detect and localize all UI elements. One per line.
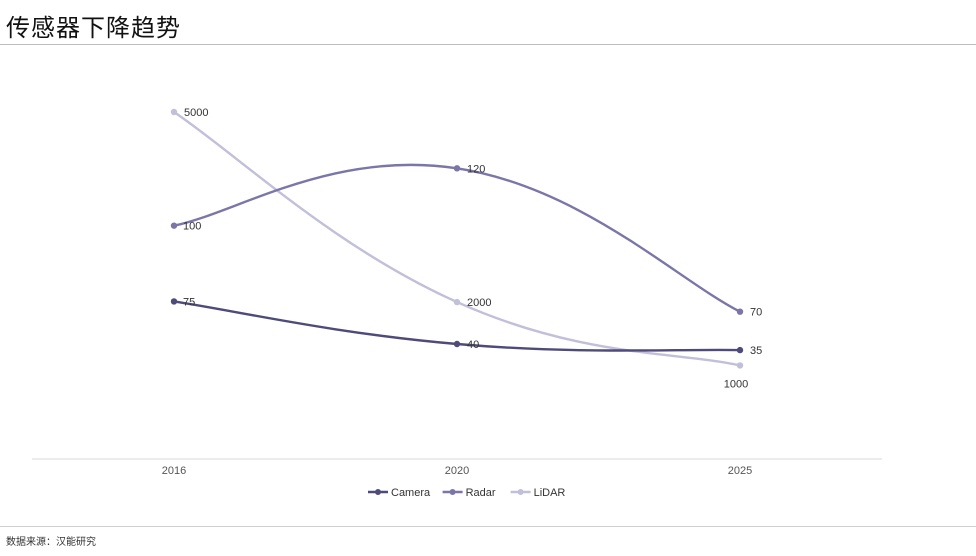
data-point-lidar (736, 362, 744, 369)
x-tick-label: 2016 (162, 465, 186, 477)
footer-divider (0, 526, 976, 527)
title-divider (0, 44, 976, 45)
data-point-lidar (453, 298, 461, 306)
data-point-radar (170, 222, 178, 229)
data-point-camera (170, 298, 178, 305)
legend-label-lidar: LiDAR (534, 487, 566, 499)
legend-marker-radar (449, 489, 456, 495)
data-label-lidar: 1000 (724, 378, 748, 390)
data-label-radar: 100 (183, 221, 201, 233)
data-point-camera (736, 346, 744, 354)
legend-marker-camera (375, 489, 381, 495)
x-tick-label: 2020 (445, 465, 469, 477)
data-label-camera: 40 (467, 339, 479, 351)
source-note: 数据来源：汉能研究 (6, 537, 96, 548)
chart-title: 传感器下降趋势 (6, 14, 181, 42)
series-line-radar (173, 163, 741, 313)
legend-label-radar: Radar (466, 487, 496, 499)
data-point-radar (453, 165, 461, 172)
data-point-lidar (170, 108, 178, 116)
data-label-lidar: 2000 (467, 297, 491, 309)
legend-label-camera: Camera (391, 487, 431, 499)
series-line-lidar (173, 111, 741, 367)
line-chart: 2016 2020 2025 5000 2000 1000 100 120 70 75 40 35 Ca… (32, 107, 882, 499)
data-point-camera (453, 340, 461, 348)
x-tick-label: 2025 (728, 465, 752, 477)
data-label-radar: 70 (750, 307, 762, 319)
data-label-radar: 120 (467, 163, 485, 175)
data-label-camera: 75 (183, 296, 195, 308)
data-label-camera: 35 (750, 345, 762, 357)
legend-marker-lidar (517, 489, 524, 495)
data-label-lidar: 5000 (184, 107, 208, 119)
data-point-radar (736, 308, 744, 315)
